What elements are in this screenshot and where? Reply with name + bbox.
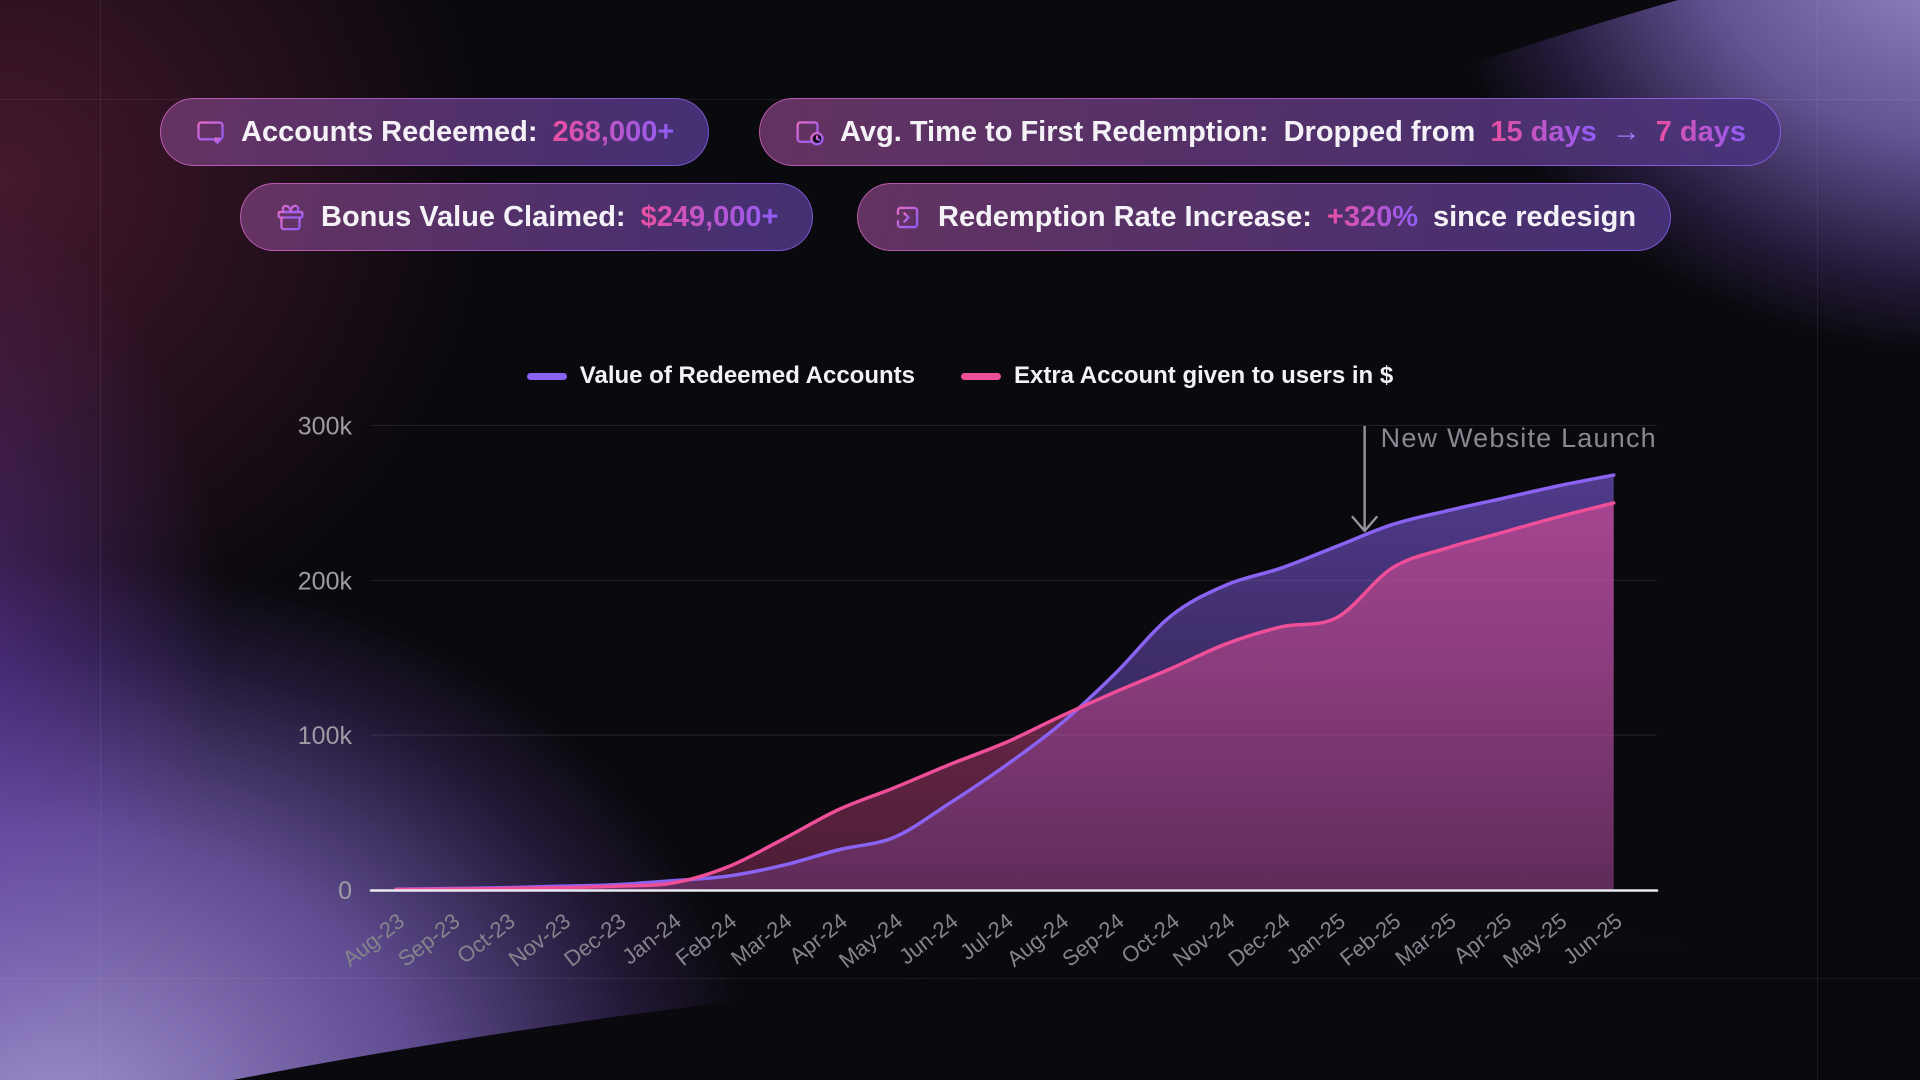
stat-label: Accounts Redeemed:	[241, 115, 538, 148]
gift-icon	[275, 202, 306, 233]
frame-hairline-vertical-right	[1817, 0, 1818, 1080]
stat-badge-3: Bonus Value Claimed: $249,000+	[240, 183, 813, 251]
stat-label: Avg. Time to First Redemption:	[840, 115, 1269, 148]
stat-value: 268,000+	[552, 115, 675, 148]
legend-label: Value of Redeemed Accounts	[579, 362, 915, 389]
chart-legend: Value of Redeemed Accounts Extra Account …	[0, 362, 1920, 390]
login-arrow-icon	[892, 202, 923, 233]
stat-badge-4: Redemption Rate Increase: +320% since rede…	[857, 183, 1671, 251]
credit-card-heart-icon	[195, 117, 226, 148]
stat-value: $249,000+	[640, 200, 779, 233]
stat-value: 15 days	[1490, 115, 1597, 148]
legend-label: Extra Account given to users in $	[1013, 362, 1394, 389]
stat-value: +320%	[1326, 200, 1418, 233]
stat-label: Dropped from	[1283, 115, 1476, 148]
stat-label: Redemption Rate Increase:	[938, 200, 1312, 233]
frame-hairline-horizontal-bottom	[0, 978, 1920, 979]
stat-label: Bonus Value Claimed:	[321, 200, 626, 233]
legend-swatch	[526, 372, 567, 380]
stat-value: 7 days	[1655, 115, 1747, 148]
legend-swatch	[960, 372, 1001, 380]
stat-badge-1: Accounts Redeemed: 268,000+	[160, 98, 709, 166]
arrow-glyph: →	[1611, 115, 1641, 148]
frame-hairline-vertical-left	[100, 0, 101, 1080]
legend-item-2: Extra Account given to users in $	[960, 362, 1394, 390]
stat-badge-2: Avg. Time to First Redemption: Dropped fr…	[759, 98, 1781, 166]
stat-label: since redesign	[1433, 200, 1637, 233]
calendar-clock-icon	[794, 117, 825, 148]
legend-item-1: Value of Redeemed Accounts	[526, 362, 915, 390]
